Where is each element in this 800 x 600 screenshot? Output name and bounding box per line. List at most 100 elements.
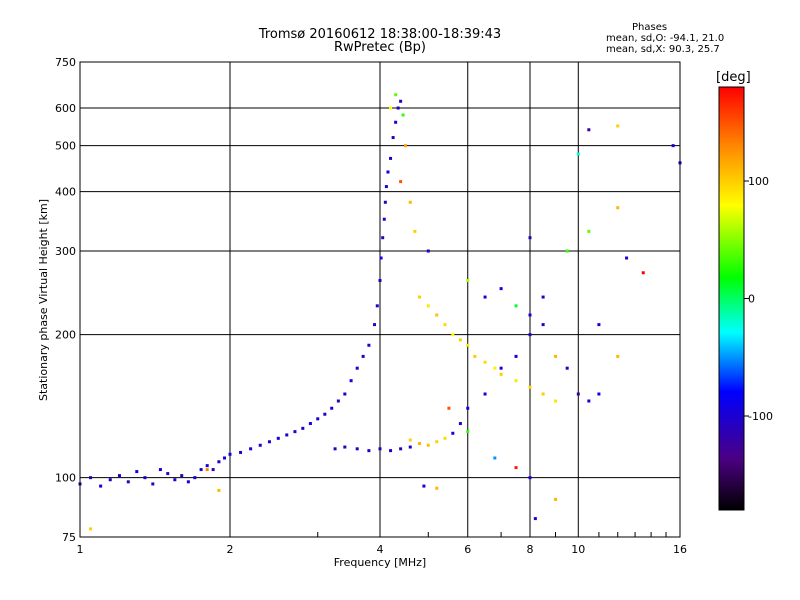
y-tick-label: 500	[55, 140, 76, 153]
data-point	[413, 229, 417, 233]
x-ticks: 1 2 4 6 8 10 16	[77, 532, 687, 556]
data-point	[408, 445, 412, 449]
data-point	[389, 156, 393, 160]
data-point	[99, 484, 103, 488]
data-point	[447, 406, 451, 410]
data-point	[293, 430, 297, 434]
data-point	[641, 271, 645, 275]
plot-frame	[79, 61, 681, 538]
data-point	[378, 447, 382, 451]
data-point	[367, 343, 371, 347]
data-point	[499, 287, 503, 291]
data-point	[426, 249, 430, 253]
data-point	[180, 474, 184, 478]
data-point	[514, 354, 518, 358]
data-point	[355, 447, 359, 451]
data-point	[384, 185, 388, 189]
data-point	[466, 406, 470, 410]
data-point	[541, 323, 545, 327]
data-point	[330, 406, 334, 410]
data-point	[466, 343, 470, 347]
data-point	[597, 323, 601, 327]
data-point	[451, 431, 455, 435]
x-tick-label: 8	[527, 543, 534, 556]
x-axis-label: Frequency [MHz]	[334, 556, 426, 569]
data-point	[514, 466, 518, 470]
data-point	[458, 422, 462, 426]
data-point	[205, 464, 209, 468]
data-point	[308, 422, 312, 426]
data-point	[343, 445, 347, 449]
data-point	[533, 517, 537, 521]
data-point	[249, 447, 253, 451]
x-tick-label: 4	[377, 543, 384, 556]
x-tick-label: 16	[673, 543, 687, 556]
data-point	[514, 379, 518, 383]
data-point	[323, 412, 327, 416]
phases-stats-title: Phases	[632, 22, 668, 33]
data-point	[576, 392, 580, 396]
data-point	[553, 354, 557, 358]
data-point	[553, 497, 557, 501]
colorbar	[718, 86, 745, 511]
data-point	[391, 136, 395, 140]
data-point	[493, 366, 497, 370]
data-point	[108, 478, 112, 482]
data-point	[336, 399, 340, 403]
data-point	[193, 476, 197, 480]
data-point	[361, 354, 365, 358]
data-point	[333, 447, 337, 451]
data-point	[483, 295, 487, 299]
data-point	[528, 313, 532, 317]
data-point	[186, 480, 190, 484]
data-point	[223, 456, 227, 460]
data-point	[443, 436, 447, 440]
data-point	[616, 354, 620, 358]
data-point	[466, 279, 470, 283]
data-point	[258, 443, 262, 447]
x-tick-label: 6	[464, 543, 471, 556]
data-point	[401, 113, 405, 117]
data-point	[435, 313, 439, 317]
data-point	[199, 468, 203, 472]
x-tick-label: 10	[571, 543, 585, 556]
colorbar-tick-label: -100	[748, 410, 773, 423]
data-point	[493, 456, 497, 460]
data-point	[217, 460, 221, 464]
data-point	[616, 206, 620, 210]
data-point	[375, 304, 379, 308]
data-point	[378, 279, 382, 283]
y-tick-label: 100	[55, 472, 76, 485]
data-point	[587, 399, 591, 403]
data-point	[394, 93, 398, 97]
data-point	[417, 442, 421, 446]
data-points	[78, 93, 682, 531]
data-point	[239, 450, 243, 454]
data-point	[301, 426, 305, 430]
data-point	[417, 295, 421, 299]
data-point	[451, 333, 455, 337]
data-point	[117, 474, 121, 478]
y-tick-label: 300	[55, 245, 76, 258]
data-point	[435, 486, 439, 490]
data-point	[381, 236, 385, 240]
data-point	[553, 399, 557, 403]
data-point	[267, 440, 271, 444]
y-tick-label: 75	[62, 531, 76, 544]
data-point	[89, 527, 93, 531]
data-point	[151, 482, 155, 486]
data-point	[422, 484, 426, 488]
data-point	[458, 338, 462, 342]
data-point	[499, 372, 503, 376]
data-point	[396, 106, 400, 110]
chart-title-line-1: Tromsø 20160612 18:38:00-18:39:43	[258, 27, 502, 42]
data-point	[528, 333, 532, 337]
data-point	[379, 256, 383, 260]
data-point	[158, 468, 162, 472]
data-point	[135, 470, 139, 474]
colorbar-tick-label: 100	[748, 175, 769, 188]
y-tick-label: 600	[55, 102, 76, 115]
colorbar-ticks: 100 0 -100	[744, 175, 773, 423]
y-tick-label: 200	[55, 329, 76, 342]
chart-grid	[79, 61, 681, 538]
